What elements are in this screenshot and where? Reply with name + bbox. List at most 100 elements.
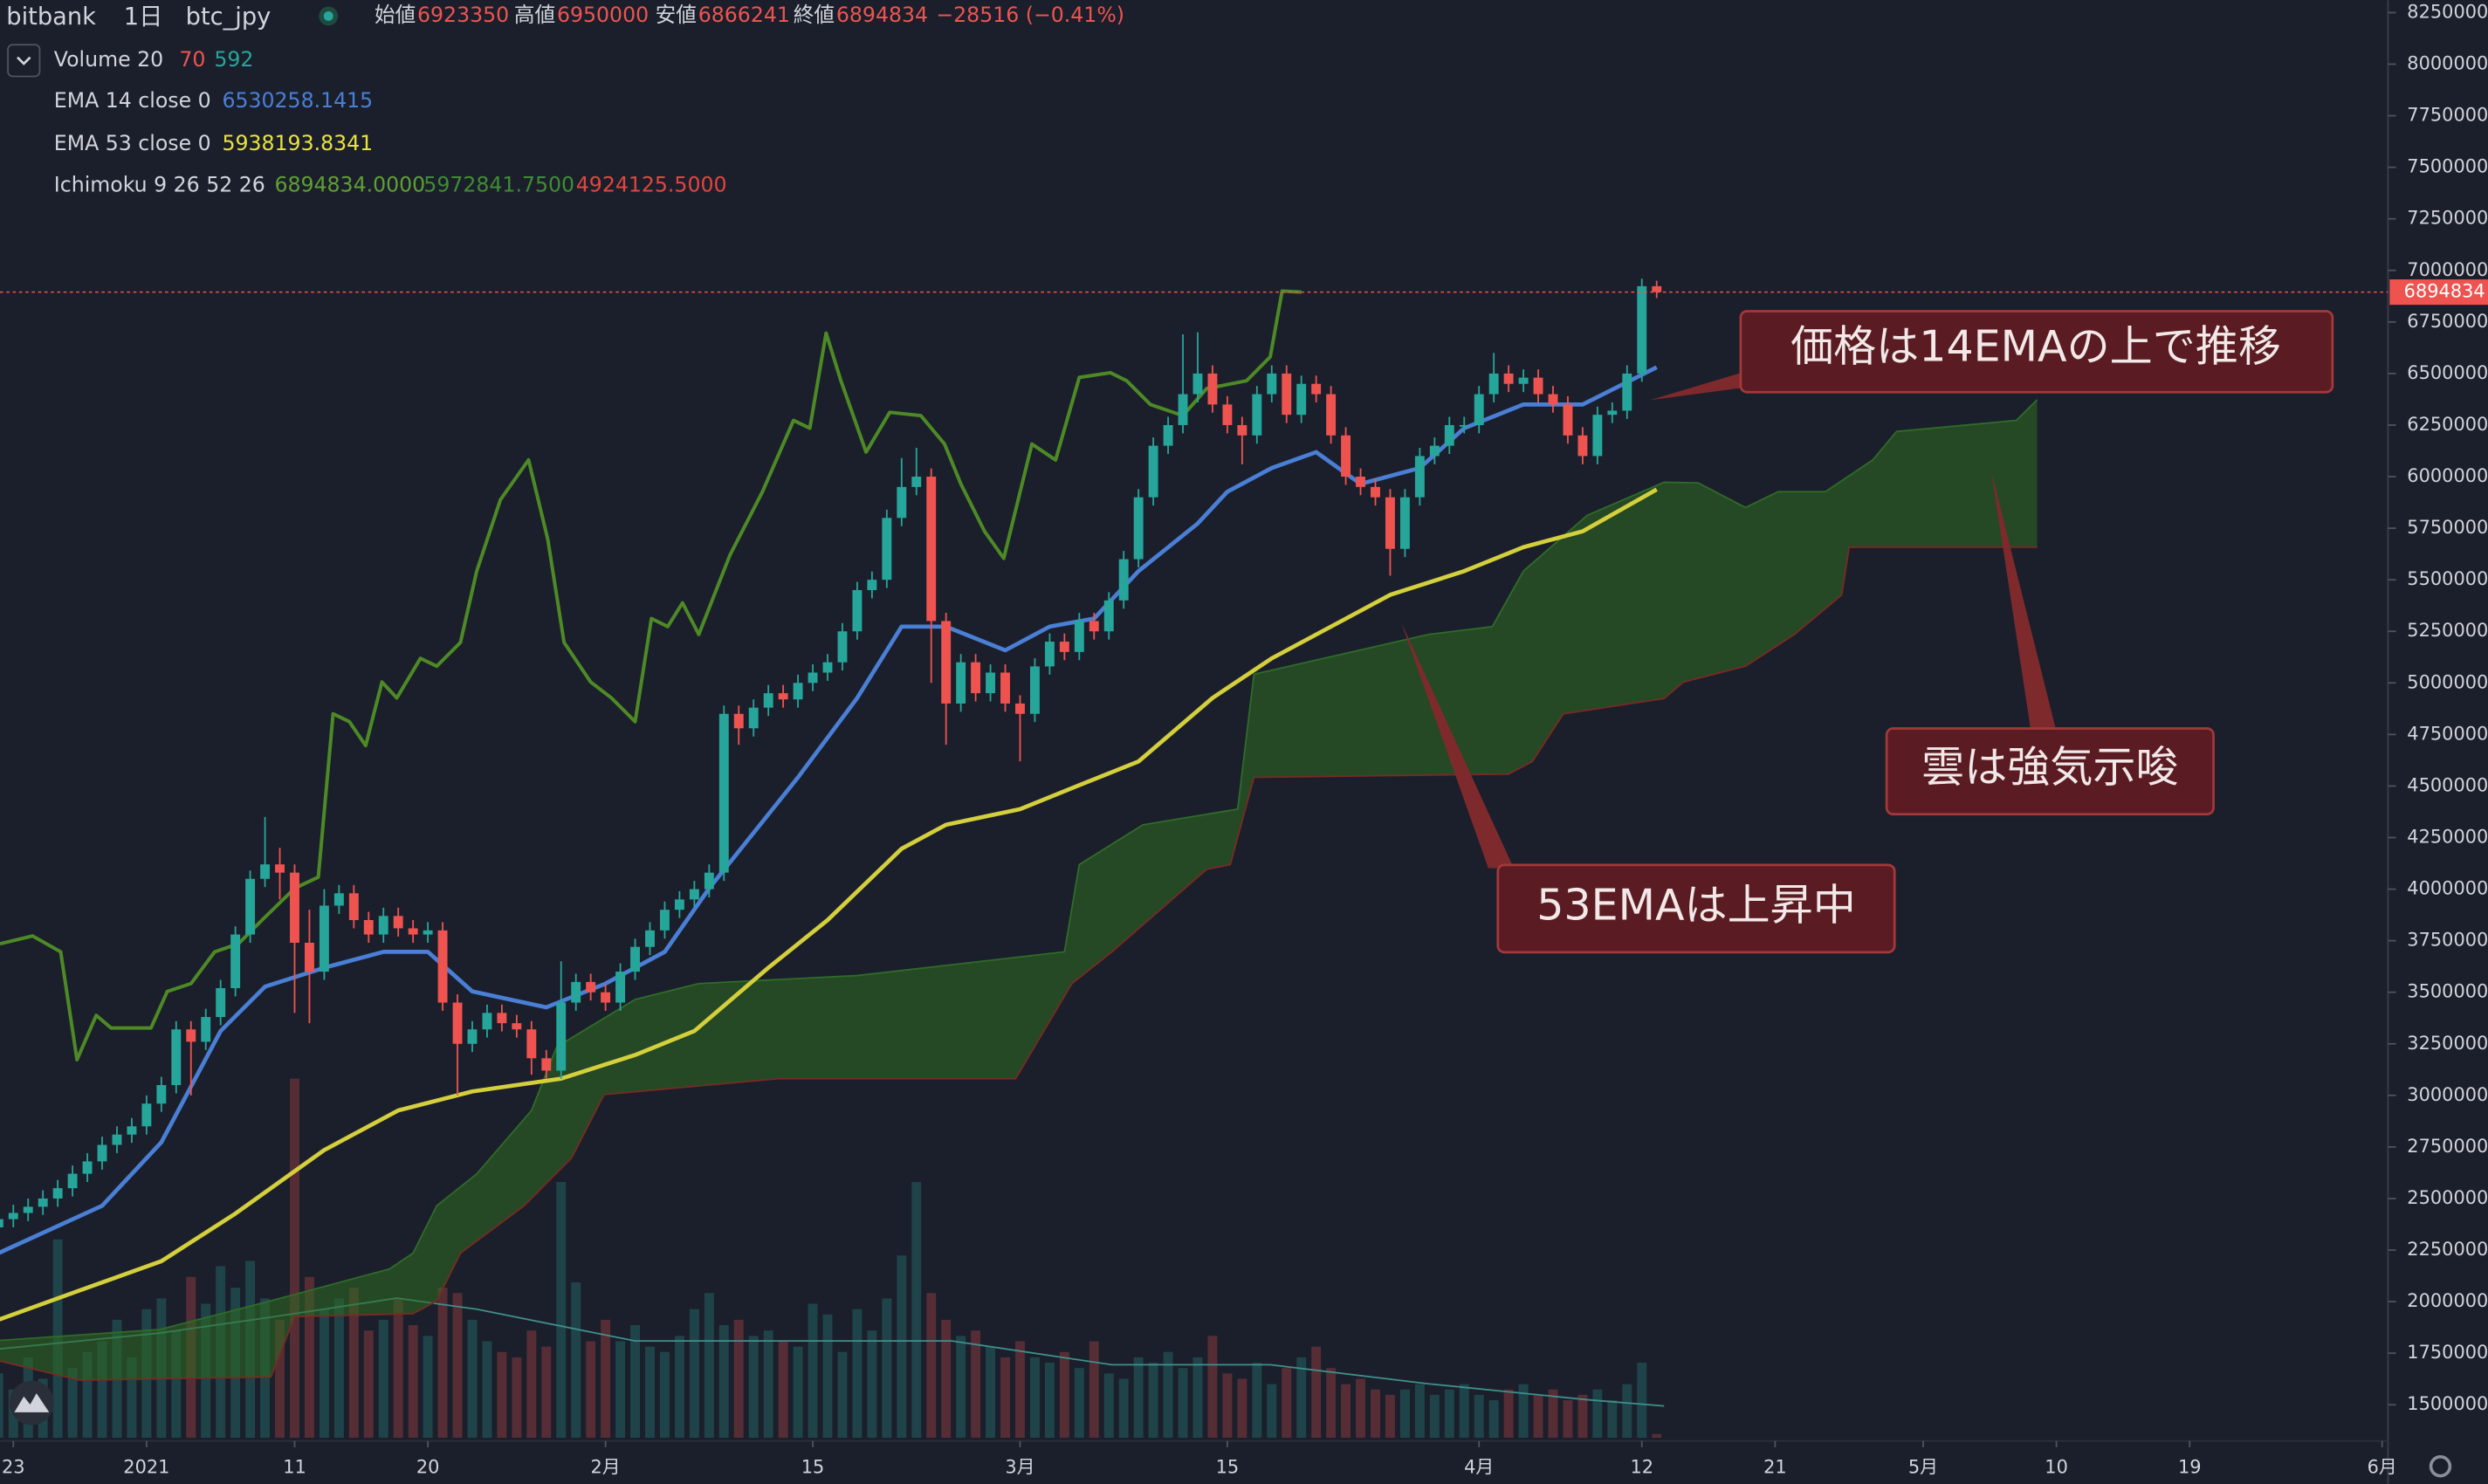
candle-body	[1148, 445, 1158, 498]
candle-body	[1607, 410, 1618, 416]
volume-bar	[67, 1368, 78, 1439]
ichimoku-lagging	[0, 289, 1302, 1061]
y-tick-label: 7500000	[2407, 156, 2488, 177]
volume-bar	[1563, 1400, 1573, 1439]
candle-body	[1592, 415, 1603, 457]
candle-body	[1488, 373, 1499, 395]
volume-bar	[1548, 1389, 1558, 1439]
callout-pointer	[1650, 371, 1746, 401]
volume-bar	[897, 1255, 907, 1439]
volume-layer	[0, 1078, 1665, 1439]
y-tick-label: 8000000	[2407, 53, 2488, 74]
volume-bar	[615, 1341, 626, 1439]
volume-bar	[82, 1351, 93, 1439]
candle-body	[393, 916, 403, 929]
candle-body	[1044, 642, 1055, 667]
candle-body	[1563, 404, 1573, 436]
volume-bar	[1207, 1336, 1218, 1439]
candle-body	[97, 1144, 107, 1162]
close-value: 6894834	[836, 3, 928, 27]
y-tick-label: 5500000	[2407, 568, 2488, 589]
candle-body	[1311, 383, 1322, 395]
candle-body	[38, 1198, 48, 1207]
volume-bar	[704, 1293, 714, 1439]
y-tick-label: 6750000	[2407, 311, 2488, 332]
volume-bar	[408, 1325, 418, 1439]
y-tick-label: 3000000	[2407, 1084, 2488, 1105]
callout-pointer	[1400, 622, 1514, 869]
volume-bar	[837, 1351, 848, 1439]
y-tick-label: 5750000	[2407, 517, 2488, 538]
candle-body	[437, 930, 448, 1003]
y-tick-label: 4750000	[2407, 723, 2488, 744]
ichimoku-lagging-value: 6894834.0000	[274, 172, 425, 196]
candle-body	[941, 621, 952, 704]
settings-icon[interactable]	[2429, 1455, 2452, 1478]
candle-body	[1282, 373, 1292, 416]
candle-body	[601, 992, 611, 1003]
volume-bar	[1459, 1384, 1469, 1439]
volume-bar	[601, 1319, 611, 1439]
y-tick-label: 2000000	[2407, 1290, 2488, 1311]
volume-bar	[1356, 1378, 1365, 1439]
volume-bar	[1444, 1389, 1454, 1439]
x-tick-label: 15	[1216, 1457, 1240, 1478]
candle-body	[1089, 621, 1099, 632]
volume-ma-value: 592	[214, 47, 253, 72]
candle-body	[23, 1206, 33, 1213]
y-tick-label: 5000000	[2407, 671, 2488, 692]
candle-layer	[0, 278, 1662, 1228]
volume-bar	[437, 1288, 448, 1439]
candle-body	[186, 1029, 196, 1042]
x-tick-label: 6月	[2368, 1457, 2397, 1478]
candle-body	[615, 972, 626, 1003]
candle-body	[127, 1126, 137, 1135]
volume-bar	[348, 1288, 359, 1439]
x-tick-label: 21	[1763, 1457, 1787, 1478]
x-tick-label: 23	[2, 1457, 25, 1478]
volume-bar	[1252, 1363, 1262, 1439]
volume-bar	[497, 1351, 507, 1439]
candle-body	[882, 518, 892, 581]
candle-body	[689, 889, 699, 900]
volume-bar	[290, 1078, 299, 1439]
x-tick-label: 20	[416, 1457, 440, 1478]
candle-body	[1326, 394, 1337, 436]
volume-bar	[1237, 1378, 1247, 1439]
volume-bar	[333, 1298, 344, 1439]
x-tick-label: 19	[2178, 1457, 2202, 1478]
y-tick-label: 4500000	[2407, 774, 2488, 795]
candle-body	[1341, 435, 1351, 477]
callout-box	[1739, 310, 2334, 394]
volume-bar	[556, 1182, 567, 1439]
volume-bar	[822, 1314, 833, 1439]
candle-body	[793, 683, 803, 700]
candle-body	[1074, 621, 1084, 652]
candle-body	[275, 864, 285, 873]
volume-bar	[1429, 1394, 1440, 1439]
collapse-button[interactable]	[7, 44, 41, 78]
volume-bar	[1577, 1394, 1588, 1439]
volume-bar	[1089, 1341, 1099, 1439]
candle-body	[482, 1013, 492, 1030]
candle-body	[1637, 285, 1647, 374]
volume-bar	[1371, 1389, 1380, 1439]
candle-body	[1163, 424, 1173, 446]
volume-bar	[1163, 1351, 1173, 1439]
low-label: 安値	[656, 3, 697, 27]
candle-body	[201, 1017, 211, 1042]
y-tick-label: 2500000	[2407, 1187, 2488, 1208]
candle-body	[733, 713, 744, 729]
candle-body	[897, 486, 907, 519]
exchange: bitbank	[6, 3, 96, 31]
callout-box	[1496, 863, 1896, 954]
candle-body	[452, 1002, 463, 1044]
volume-bar	[1133, 1357, 1144, 1439]
candle-body	[467, 1029, 478, 1044]
volume-bar	[986, 1346, 996, 1439]
candle-body	[1444, 424, 1454, 446]
volume-bar	[586, 1341, 596, 1439]
candle-body	[1414, 456, 1425, 498]
candle-body	[333, 893, 344, 906]
candle-body	[1000, 672, 1010, 704]
